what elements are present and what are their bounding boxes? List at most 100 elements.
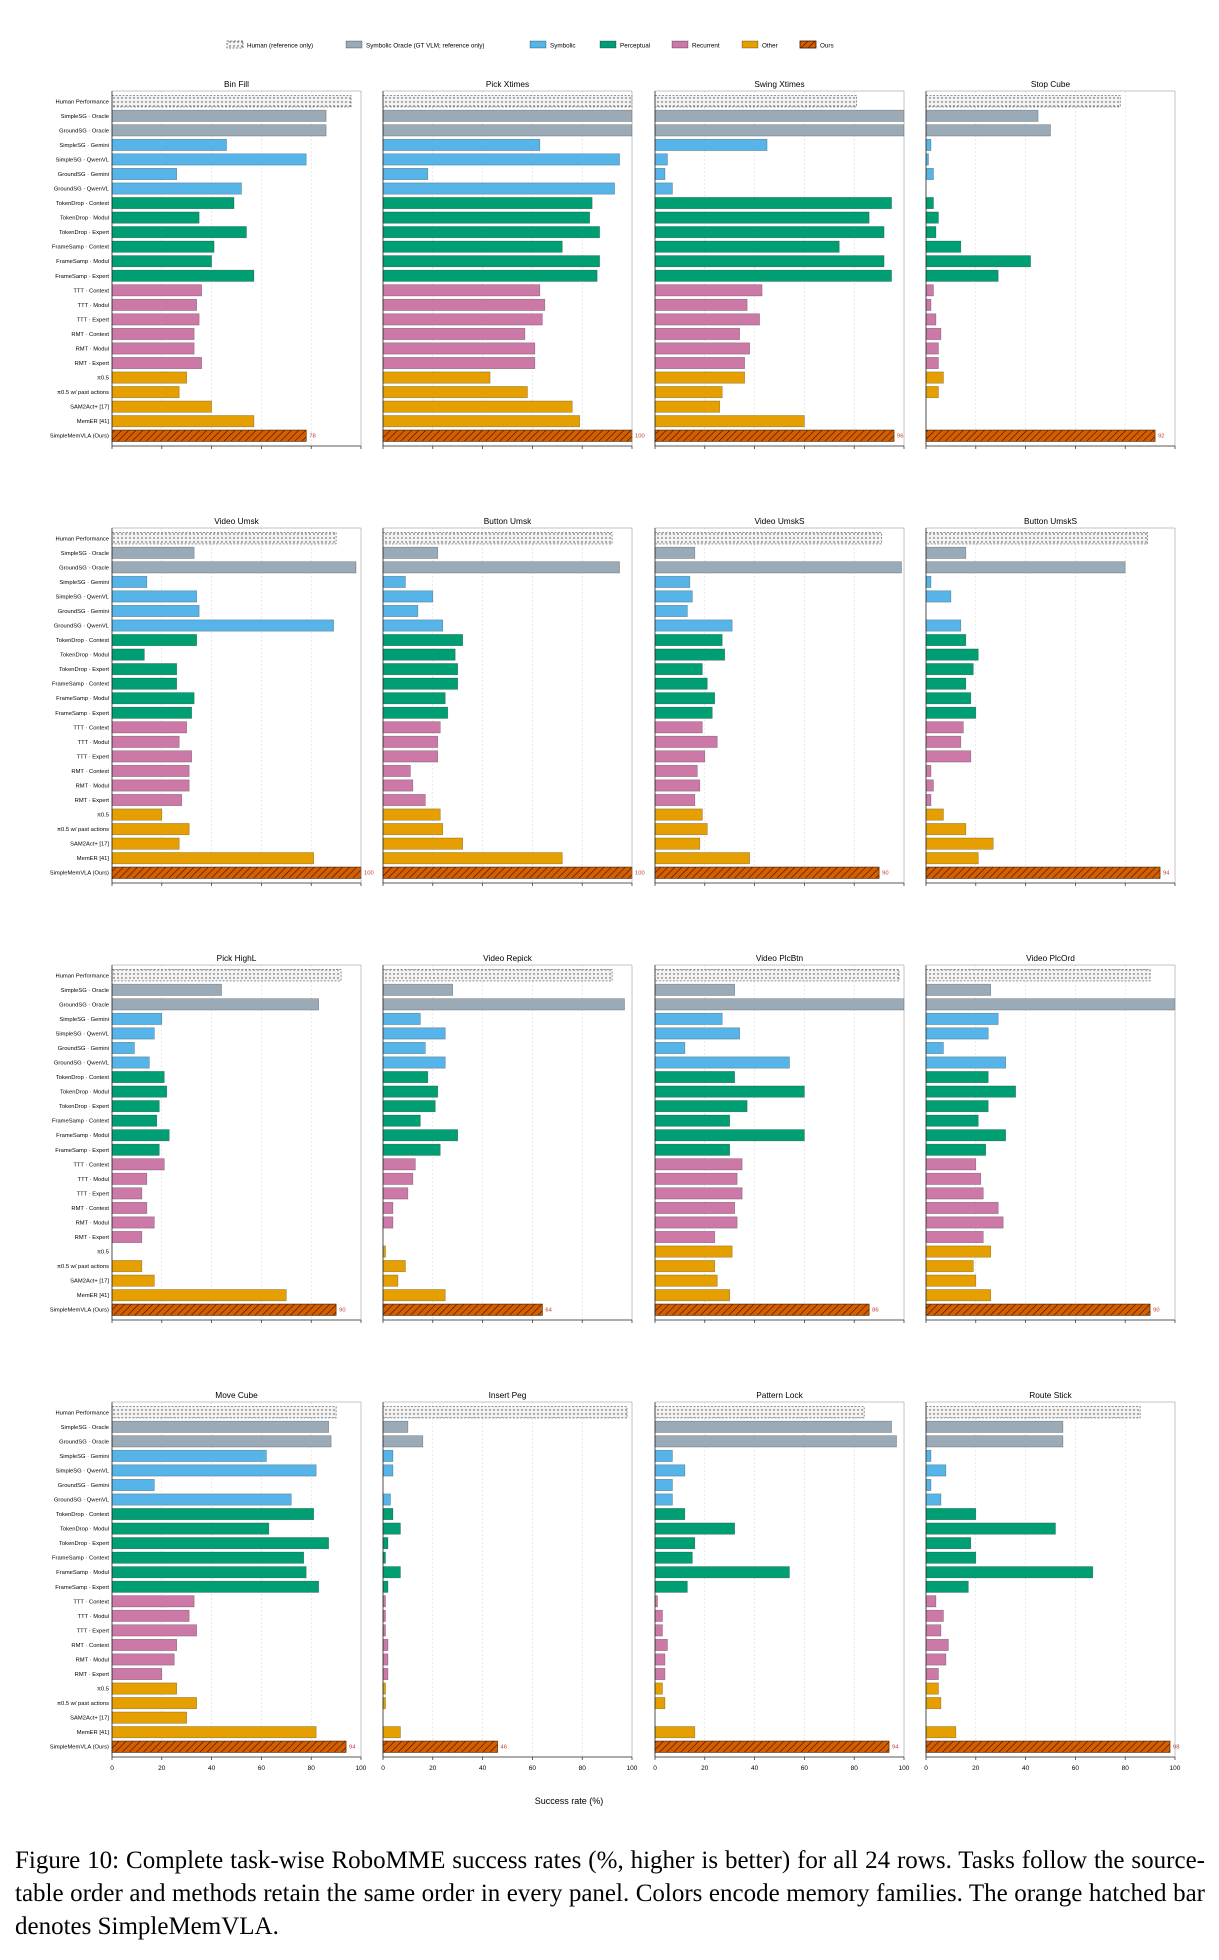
method-label: FrameSamp · Expert	[55, 1148, 109, 1154]
bar-oracle	[111, 124, 327, 137]
bar-perceptual	[382, 1129, 458, 1142]
bar-recurrent	[925, 1638, 949, 1651]
ours-value-label: 100	[364, 871, 374, 877]
panel-title: Button UmskS	[1024, 516, 1077, 526]
method-label: FrameSamp · Modul	[56, 1133, 109, 1139]
ours-value-label: 90	[882, 871, 888, 877]
bar-recurrent	[382, 1172, 414, 1185]
bar-recurrent	[382, 1638, 389, 1651]
bar-symbolic	[111, 153, 307, 166]
bar-recurrent	[654, 779, 701, 792]
bar-other	[382, 1289, 446, 1302]
bar-recurrent	[111, 1624, 197, 1637]
method-label: MemER [41]	[77, 856, 110, 862]
bar-symbolic	[654, 1464, 686, 1477]
bar-symbolic	[925, 1012, 999, 1025]
bar-recurrent	[654, 298, 748, 311]
bar-oracle	[925, 1420, 1064, 1433]
bar-perceptual	[654, 706, 713, 719]
bar-recurrent	[654, 1216, 738, 1229]
bar-recurrent	[111, 313, 200, 326]
bar-recurrent	[654, 1158, 743, 1171]
bar-other	[654, 1726, 696, 1739]
bar-perceptual	[111, 1100, 160, 1113]
bar-ours	[111, 866, 362, 879]
bar-perceptual	[382, 1580, 389, 1593]
method-label: π0.5 w/ past actions	[57, 1701, 109, 1707]
legend-swatch-symbolic	[529, 40, 547, 49]
bar-perceptual	[925, 1085, 1016, 1098]
bar-other	[382, 400, 573, 413]
bar-recurrent	[111, 1231, 143, 1243]
ours-value-label: 94	[892, 1745, 899, 1751]
bar-symbolic	[654, 153, 668, 166]
bar-ours	[382, 866, 633, 879]
bar-oracle	[382, 561, 620, 574]
bar-other	[925, 371, 944, 384]
bar-other	[111, 400, 212, 413]
legend-item-other: Other	[741, 40, 778, 50]
bar-perceptual	[654, 663, 703, 676]
bar-symbolic	[654, 1012, 723, 1025]
bar-human	[654, 969, 900, 982]
bar-recurrent	[382, 750, 439, 763]
bar-symbolic	[111, 1479, 155, 1491]
bar-perceptual	[925, 706, 977, 719]
method-label: TokenDrop · Expert	[59, 230, 109, 236]
bar-perceptual	[382, 1566, 401, 1579]
bar-recurrent	[925, 284, 934, 297]
bar-recurrent	[925, 735, 962, 748]
method-label: FrameSamp · Modul	[56, 696, 109, 702]
bar-perceptual	[111, 226, 247, 239]
bar-perceptual	[654, 677, 708, 690]
method-label: TokenDrop · Context	[56, 638, 110, 644]
ours-value-label: 86	[872, 1308, 878, 1314]
bar-ours	[654, 429, 895, 442]
method-label: GroundSG · Gemini	[58, 609, 109, 615]
bar-perceptual	[382, 1522, 401, 1535]
bar-other	[111, 1289, 287, 1302]
ours-value-label: 64	[545, 1308, 552, 1314]
bar-perceptual	[654, 1085, 805, 1098]
bar-symbolic	[382, 138, 541, 151]
bar-perceptual	[654, 240, 840, 253]
bar-perceptual	[654, 197, 892, 210]
panels: Bin Fill Human Performance SimpleSG · Orac…	[50, 79, 1181, 1772]
bar-oracle	[382, 998, 625, 1011]
bar-ours	[382, 1303, 543, 1316]
x-tick-label: 100	[1170, 1765, 1181, 1772]
method-label: SAM2Act+ [17]	[70, 842, 109, 848]
bar-recurrent	[654, 721, 703, 734]
method-label: π0.5	[97, 813, 109, 819]
bar-symbolic	[382, 1012, 421, 1025]
bar-oracle	[654, 561, 902, 574]
bar-perceptual	[111, 706, 192, 719]
method-label: RMT · Expert	[75, 1672, 110, 1678]
bar-oracle	[925, 1435, 1064, 1448]
bar-symbolic	[382, 1449, 394, 1462]
bar-perceptual	[111, 1580, 319, 1593]
bar-recurrent	[925, 794, 932, 806]
bar-human	[111, 969, 342, 982]
bar-recurrent	[654, 1201, 735, 1214]
method-label: TokenDrop · Modul	[60, 1527, 109, 1533]
method-label: TokenDrop · Modul	[60, 216, 109, 222]
bar-perceptual	[654, 1071, 735, 1084]
panel-button-umsk: Button Umsk 100	[382, 516, 645, 886]
bar-recurrent	[382, 1201, 394, 1214]
method-label: TTT · Modul	[78, 303, 109, 309]
method-label: SimpleMemVLA (Ours)	[50, 1745, 109, 1751]
bar-other	[111, 823, 190, 836]
bar-perceptual	[382, 634, 463, 647]
bar-other	[382, 837, 463, 850]
bar-symbolic	[111, 1042, 135, 1054]
bar-symbolic	[382, 182, 615, 195]
bar-perceptual	[925, 1508, 977, 1521]
bar-recurrent	[925, 1624, 942, 1637]
bar-perceptual	[654, 1566, 790, 1579]
bar-other	[382, 1726, 401, 1739]
method-label: RMT · Expert	[75, 1235, 110, 1241]
legend-swatch-perceptual	[599, 40, 617, 49]
bar-symbolic	[111, 1449, 267, 1462]
bar-symbolic	[382, 153, 620, 166]
